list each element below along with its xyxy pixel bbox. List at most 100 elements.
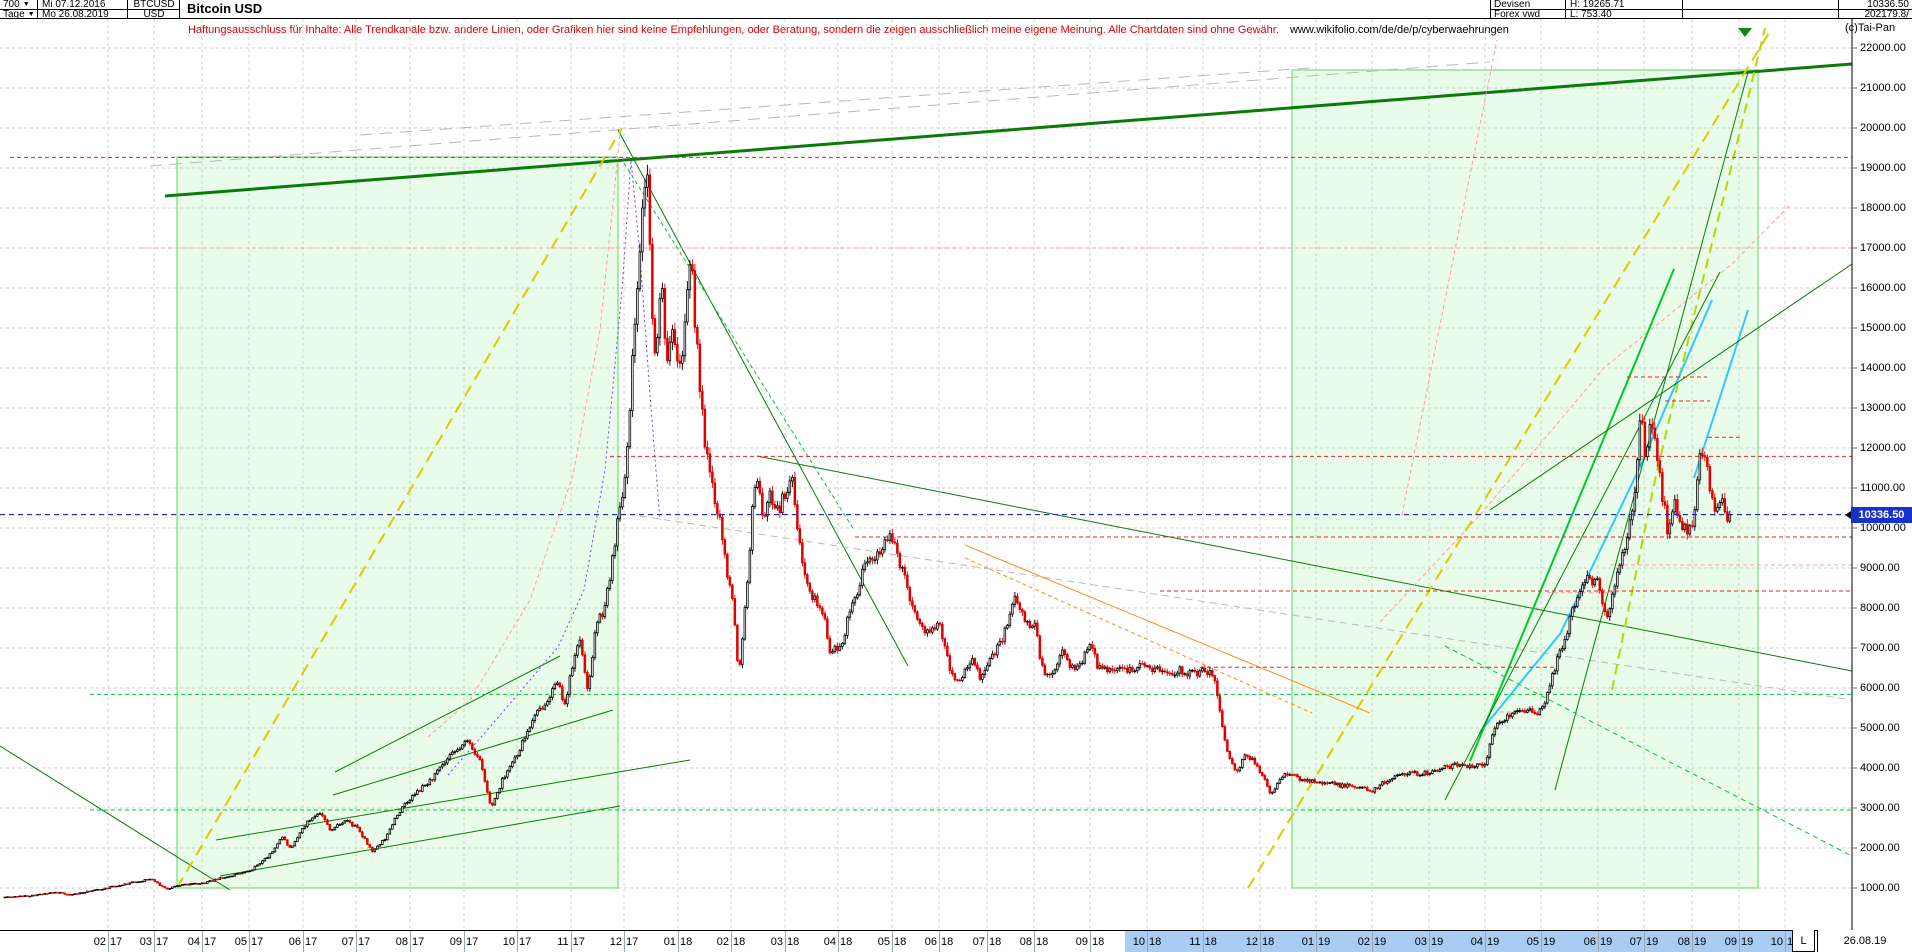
- time-axis-label: 09 19: [1724, 936, 1754, 948]
- period-low-label: L: 753.40: [1567, 10, 1683, 18]
- trendline[interactable]: [1247, 27, 1773, 889]
- time-axis-label: 03 18: [770, 936, 800, 948]
- period-high-label: H: 19265.71: [1567, 0, 1683, 9]
- time-axis-tick: [1372, 931, 1373, 952]
- price-axis-label: 6000.00: [1860, 682, 1900, 694]
- trendlines[interactable]: [0, 27, 1852, 891]
- price-axis-label: 9000.00: [1860, 562, 1900, 574]
- support-resistance-lines[interactable]: [10, 156, 1852, 811]
- time-axis-label: 12 18: [1245, 936, 1275, 948]
- time-axis-tick: [1739, 931, 1740, 952]
- price-axis-label: 16000.00: [1860, 282, 1906, 294]
- time-axis-label: 08 17: [395, 936, 425, 948]
- source-feed-label: Forex vwd: [1490, 10, 1566, 18]
- price-axis-label: 4000.00: [1860, 762, 1900, 774]
- time-axis-label: 05 17: [234, 936, 264, 948]
- trendline[interactable]: [1489, 263, 1852, 511]
- trendline[interactable]: [964, 557, 1313, 714]
- trendline[interactable]: [1444, 645, 1852, 857]
- trendline[interactable]: [1469, 268, 1675, 762]
- price-axis-label: 8000.00: [1860, 602, 1900, 614]
- time-axis-tick: [1541, 931, 1542, 952]
- time-axis-label: 03 17: [139, 936, 169, 948]
- trendline[interactable]: [1693, 309, 1749, 479]
- price-axis-label: 20000.00: [1860, 122, 1906, 134]
- trendline[interactable]: [964, 544, 1371, 714]
- period-value: Tage: [3, 10, 25, 18]
- trendline[interactable]: [639, 515, 1852, 701]
- time-axis-label: 10 18: [1132, 936, 1162, 948]
- currency-label: USD: [129, 10, 180, 18]
- time-axis-label: 04 19: [1470, 936, 1500, 948]
- chevron-down-icon: ▼: [27, 10, 35, 18]
- trendline[interactable]: [447, 159, 661, 776]
- price-axis-label: 18000.00: [1860, 202, 1906, 214]
- price-axis-label: 12000.00: [1860, 442, 1906, 454]
- trendline[interactable]: [1401, 39, 1498, 516]
- price-tag-pointer-icon: [1845, 510, 1851, 519]
- trendline[interactable]: [332, 709, 614, 796]
- trendline[interactable]: [1379, 204, 1791, 623]
- time-axis-tick: [731, 931, 732, 952]
- time-axis-label: 01 19: [1301, 936, 1331, 948]
- time-axis-label: 12 17: [609, 936, 639, 948]
- date-from-field[interactable]: Mi 07.12.2016: [39, 0, 128, 9]
- disclaimer-sentence: Haftungsausschluss für Inhalte: Alle Tre…: [188, 24, 1279, 36]
- time-axis-label: 06 18: [924, 936, 954, 948]
- time-axis-label: 08 18: [1019, 936, 1049, 948]
- time-axis-tick: [1260, 931, 1261, 952]
- time-axis-label: 02 18: [716, 936, 746, 948]
- trendline[interactable]: [149, 61, 1491, 167]
- trendline[interactable]: [756, 455, 1852, 672]
- date-to-field[interactable]: Mo 26.08.2019: [39, 10, 128, 18]
- candlestick-series: [3, 164, 1732, 899]
- trendline[interactable]: [176, 127, 623, 889]
- price-axis-label: 5000.00: [1860, 722, 1900, 734]
- trendline[interactable]: [623, 162, 855, 531]
- bars-count-value: 700: [3, 0, 20, 9]
- price-axis-label: 13000.00: [1860, 402, 1906, 414]
- price-axis-label: 19000.00: [1860, 162, 1906, 174]
- projection-boxes: [176, 69, 1759, 889]
- time-axis-label: 10 17: [502, 936, 532, 948]
- time-axis-selection-highlight: [1125, 931, 1795, 952]
- price-axis-label: 17000.00: [1860, 242, 1906, 254]
- last-bar-marker-icon: [1738, 28, 1752, 37]
- time-axis-tick: [1429, 931, 1430, 952]
- trendline[interactable]: [219, 805, 621, 877]
- time-axis-label: 02 17: [93, 936, 123, 948]
- time-axis-label: 11 18: [1189, 936, 1217, 948]
- time-axis-tick: [1598, 931, 1599, 952]
- trendline[interactable]: [617, 129, 909, 667]
- time-axis-label: 01 18: [663, 936, 693, 948]
- time-axis-tick: [154, 931, 155, 952]
- time-axis-tick: [785, 931, 786, 952]
- time-axis-label: 02 19: [1357, 936, 1387, 948]
- price-axis-label: 15000.00: [1860, 322, 1906, 334]
- bars-count-dropdown[interactable]: 700 ▼: [0, 0, 38, 9]
- time-axis-tick: [249, 931, 250, 952]
- trendline[interactable]: [215, 759, 691, 841]
- time-axis-tick: [678, 931, 679, 952]
- period-dropdown[interactable]: Tage ▼: [0, 10, 38, 18]
- price-axis-label: 2000.00: [1860, 842, 1900, 854]
- volume-label: 202179.8/: [1838, 10, 1912, 18]
- time-axis-label: 04 18: [823, 936, 853, 948]
- disclaimer-url: www.wikifolio.com/de/de/p/cyberwaehrunge…: [1289, 24, 1509, 36]
- end-date-label: 26.08.19: [1817, 930, 1912, 952]
- chevron-down-icon: ▼: [22, 1, 30, 8]
- price-axis-label: 21000.00: [1860, 82, 1906, 94]
- header-border: [0, 18, 1912, 19]
- time-axis-tick: [464, 931, 465, 952]
- trendline[interactable]: [164, 62, 1852, 198]
- trendline[interactable]: [1444, 271, 1721, 801]
- time-axis-tick: [1692, 931, 1693, 952]
- trendline[interactable]: [334, 655, 561, 773]
- trendline[interactable]: [0, 745, 231, 891]
- time-axis-tick: [939, 931, 940, 952]
- trendline[interactable]: [427, 134, 621, 738]
- trendline[interactable]: [359, 67, 1311, 136]
- trendline[interactable]: [1554, 71, 1749, 791]
